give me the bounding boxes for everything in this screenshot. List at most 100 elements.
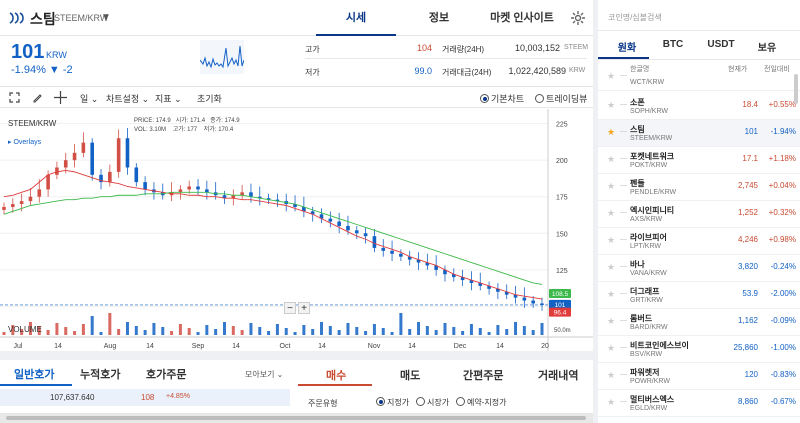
favorite-star-icon[interactable]: ★: [607, 262, 616, 272]
coin-select-chevron-down-icon[interactable]: ▼: [101, 12, 111, 23]
favorite-star-icon[interactable]: ★: [607, 343, 616, 353]
scrollbar-thumb[interactable]: [6, 416, 586, 420]
tab-holdings[interactable]: 보유: [757, 43, 777, 54]
market-row[interactable]: ★ — 더그래프 GRT/KRW 53.9 -2.00%: [598, 282, 800, 309]
volume-bar: [311, 329, 315, 335]
divider: [598, 30, 800, 31]
favorite-star-icon[interactable]: ★: [607, 127, 616, 137]
market-row[interactable]: ★ — WCT/KRW: [598, 64, 800, 91]
candle-body: [205, 189, 209, 193]
ohlc-readout: PRICE: 174.9 시가: 171.4 종가: 174.9 VOL: 3.…: [134, 118, 240, 133]
tab-market-insight[interactable]: 마켓 인사이트: [490, 12, 554, 24]
market-row[interactable]: ★ — 바나 VANA/KRW 3,820 -0.24%: [598, 255, 800, 282]
list-scrollbar-thumb[interactable]: [794, 74, 798, 104]
search-input[interactable]: 코인명/심볼검색: [608, 13, 662, 22]
favorite-star-icon[interactable]: ★: [607, 397, 616, 407]
market-row[interactable]: ★ — 포켓네트워크 POKT/KRW 17.1 +1.18%: [598, 147, 800, 174]
volume-bar: [187, 328, 191, 335]
market-row-price: 101: [744, 127, 758, 136]
candle-body: [46, 174, 50, 190]
candle-body: [416, 259, 421, 263]
market-row-pair: STEEM/KRW: [630, 135, 673, 142]
candle-body: [37, 189, 42, 197]
candle-body: [363, 233, 368, 237]
tab-sell[interactable]: 매도: [400, 370, 421, 382]
market-row-pair: PENDLE/KRW: [630, 189, 677, 196]
market-row-pair: SOPH/KRW: [630, 108, 668, 115]
tab-krw[interactable]: 원화: [617, 43, 637, 54]
price-chart[interactable]: 225200175150125100Jul14Aug14Sep14Oct14No…: [0, 109, 593, 351]
orderbook-row[interactable]: 107,637.640 108 +4.85%: [0, 389, 290, 406]
volume-bar: [222, 322, 226, 335]
crosshair-icon[interactable]: [54, 91, 67, 104]
tradingview-radio[interactable]: 트레이딩뷰: [535, 92, 587, 105]
col-price-header[interactable]: 현재가: [728, 66, 748, 73]
market-order-radio[interactable]: 시장가: [416, 397, 449, 408]
market-row[interactable]: ★ — 펜들 PENDLE/KRW 2,745 +0.04%: [598, 174, 800, 201]
market-row[interactable]: ★ — 스팀 STEEM/KRW 101 -1.94%: [598, 120, 800, 147]
zoom-out-button[interactable]: −: [284, 302, 296, 314]
horizontal-scrollbar[interactable]: [0, 413, 593, 423]
candle-body: [81, 142, 86, 153]
market-row[interactable]: ★ — 멀티버스엑스 EGLD/KRW 8,860 -0.67%: [598, 390, 800, 417]
gear-icon[interactable]: [570, 10, 586, 26]
tab-btc[interactable]: BTC: [662, 39, 684, 50]
market-row-price: 25,860: [733, 343, 758, 352]
favorite-star-icon[interactable]: ★: [607, 71, 616, 81]
market-row-pair: EGLD/KRW: [630, 405, 668, 412]
market-row[interactable]: ★ — 롬버드 BARD/KRW 1,162 -0.09%: [598, 309, 800, 336]
tab-normal-orderbook[interactable]: 일반호가: [14, 369, 55, 381]
basic-chart-radio[interactable]: 기본차트: [480, 92, 524, 105]
active-tab-indicator: [0, 384, 72, 386]
fullscreen-icon[interactable]: [9, 92, 20, 103]
market-row[interactable]: ★ — 소폰 SOPH/KRW 18.4 +0.55%: [598, 93, 800, 120]
favorite-star-icon[interactable]: ★: [607, 316, 616, 326]
reserved-limit-order-radio[interactable]: 예약-지정가: [456, 397, 506, 408]
pencil-icon[interactable]: [32, 92, 43, 103]
volume-bar: [372, 324, 376, 335]
market-row[interactable]: ★ — 엑시인피니티 AXS/KRW 1,252 +0.32%: [598, 201, 800, 228]
view-all-select[interactable]: 모아보기 ⌄: [245, 370, 284, 379]
overlays-toggle[interactable]: ▸ Overlays: [8, 139, 42, 146]
favorite-star-icon[interactable]: ★: [607, 100, 616, 110]
market-row[interactable]: ★ — 비트코인에스브이 BSV/KRW 25,860 -1.00%: [598, 336, 800, 363]
candle-body: [266, 198, 271, 200]
indicators-button[interactable]: 지표 ⌄: [155, 94, 182, 104]
market-row-name: 펜들: [630, 179, 645, 188]
favorite-star-icon[interactable]: ★: [607, 181, 616, 191]
col-change-header[interactable]: 전일대비: [764, 66, 790, 73]
market-row[interactable]: ★ — 파워렛저 POWR/KRW 120 -0.83%: [598, 363, 800, 390]
chart-settings-button[interactable]: 차트설정 ⌄: [106, 94, 150, 104]
favorite-star-icon[interactable]: ★: [607, 370, 616, 380]
tab-info[interactable]: 정보: [428, 12, 450, 24]
candle-body: [310, 211, 315, 215]
volume-24h-label: 거래량(24H): [442, 45, 485, 54]
mini-chart-icon: —: [620, 236, 627, 243]
tab-quote[interactable]: 시세: [316, 0, 396, 36]
interval-select[interactable]: 일 ⌄: [80, 94, 99, 104]
favorite-star-icon[interactable]: ★: [607, 289, 616, 299]
col-name-header[interactable]: 한글명: [630, 66, 650, 73]
limit-order-radio[interactable]: 지정가: [376, 397, 409, 408]
tab-orderbook-order[interactable]: 호가주문: [146, 369, 187, 381]
volume-bar: [196, 332, 200, 335]
tab-trade-history[interactable]: 거래내역: [538, 370, 579, 382]
market-row[interactable]: ★ — 라이브피어 LPT/KRW 4,246 +0.98%: [598, 228, 800, 255]
volume-bar: [240, 330, 244, 335]
market-row-name: 엑시인피니티: [630, 206, 675, 215]
tab-buy[interactable]: 매수: [326, 370, 347, 382]
favorite-star-icon[interactable]: ★: [607, 154, 616, 164]
favorite-star-icon[interactable]: ★: [607, 235, 616, 245]
reset-button[interactable]: 초기화: [197, 94, 222, 104]
candlestick-chart-canvas[interactable]: 225200175150125100Jul14Aug14Sep14Oct14No…: [0, 109, 593, 351]
volume-bar: [275, 324, 279, 335]
tab-usdt[interactable]: USDT: [707, 39, 735, 50]
volume-bar: [452, 327, 456, 335]
tab-cumulative-orderbook[interactable]: 누적호가: [80, 369, 121, 381]
zoom-in-button[interactable]: +: [298, 302, 310, 314]
tab-simple-order[interactable]: 간편주문: [463, 370, 504, 382]
mini-chart-icon: —: [620, 209, 627, 216]
volume-bar: [134, 326, 138, 335]
candle-body: [19, 201, 24, 205]
favorite-star-icon[interactable]: ★: [607, 208, 616, 218]
